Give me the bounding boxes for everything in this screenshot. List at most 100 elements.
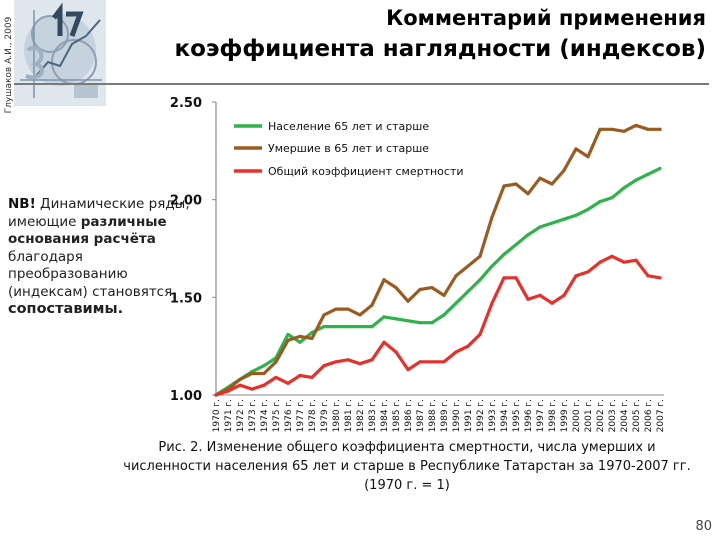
x-tick-label: 1990 г. xyxy=(452,399,462,432)
page-number: 80 xyxy=(695,519,712,534)
data-point-s1 xyxy=(550,221,554,225)
logo-image xyxy=(14,0,106,106)
y-tick-label: 1.00 xyxy=(170,389,202,404)
x-tick-label: 1978 г. xyxy=(308,399,318,432)
data-point-s2 xyxy=(658,127,662,131)
data-point-s3 xyxy=(466,344,470,348)
data-point-s3 xyxy=(346,358,350,362)
y-tick-label: 1.50 xyxy=(170,291,202,306)
x-tick-label: 1971 г. xyxy=(224,399,234,432)
data-point-s3 xyxy=(598,260,602,264)
data-point-s3 xyxy=(298,373,302,378)
x-tick-label: 1979 г. xyxy=(320,399,330,432)
data-point-s3 xyxy=(538,293,542,297)
x-tick-label: 1984 г. xyxy=(380,399,390,432)
data-point-s1 xyxy=(310,330,314,335)
data-point-s3 xyxy=(406,368,410,372)
data-point-s3 xyxy=(250,387,254,391)
data-point-s2 xyxy=(598,127,602,131)
data-point-s2 xyxy=(382,278,386,282)
data-point-s1 xyxy=(334,325,338,329)
data-point-s2 xyxy=(586,155,590,159)
series-line-3 xyxy=(214,254,662,397)
data-point-s1 xyxy=(454,301,458,305)
data-point-s2 xyxy=(634,123,638,128)
data-point-s1 xyxy=(634,178,638,182)
data-point-s1 xyxy=(466,289,470,294)
data-point-s2 xyxy=(538,176,542,180)
y-tick-label: 2.00 xyxy=(170,194,202,209)
data-point-s3 xyxy=(430,360,434,364)
data-point-s1 xyxy=(538,225,542,229)
data-point-s1 xyxy=(514,242,518,247)
data-point-s2 xyxy=(322,313,326,317)
data-point-s1 xyxy=(502,252,506,256)
data-point-s1 xyxy=(490,264,494,268)
x-tick-label: 1975 г. xyxy=(272,399,282,432)
data-point-s1 xyxy=(418,321,422,325)
data-point-s3 xyxy=(286,381,290,385)
data-point-s1 xyxy=(406,319,410,323)
x-tick-label: 2002 г. xyxy=(596,399,606,432)
data-point-s3 xyxy=(370,358,374,362)
data-point-s3 xyxy=(646,274,650,278)
nb-mark: NB! xyxy=(8,196,36,212)
data-point-s2 xyxy=(250,371,254,376)
x-tick-label: 2006 г. xyxy=(644,399,654,432)
legend-label-3: Общий коэффициент смертности xyxy=(268,165,464,178)
data-point-s1 xyxy=(322,325,326,329)
data-point-s2 xyxy=(346,307,350,311)
data-point-s1 xyxy=(478,278,482,282)
data-point-s2 xyxy=(622,129,626,133)
data-point-s1 xyxy=(394,317,398,321)
data-point-s3 xyxy=(514,276,518,280)
x-tick-label: 1980 г. xyxy=(332,399,342,432)
data-point-s3 xyxy=(478,332,482,337)
data-point-s3 xyxy=(622,260,626,264)
data-point-s1 xyxy=(658,166,662,171)
nb-highlight1: различные основания расчёта xyxy=(8,213,167,248)
data-point-s3 xyxy=(490,301,494,305)
data-point-s3 xyxy=(238,383,242,387)
data-point-s2 xyxy=(358,313,362,317)
data-point-s1 xyxy=(382,315,386,319)
data-point-s3 xyxy=(358,362,362,366)
data-point-s2 xyxy=(238,377,242,381)
data-point-s2 xyxy=(298,334,302,338)
x-tick-label: 2000 г. xyxy=(572,399,582,432)
x-tick-label: 1992 г. xyxy=(476,399,486,432)
page-title-line1: Комментарий применения xyxy=(386,6,706,30)
data-point-s1 xyxy=(262,364,266,368)
data-point-s3 xyxy=(262,383,266,387)
data-point-s2 xyxy=(466,264,470,268)
data-point-s3 xyxy=(334,360,338,364)
data-point-s1 xyxy=(622,186,626,190)
data-point-s1 xyxy=(610,196,614,200)
data-point-s2 xyxy=(562,168,566,172)
data-point-s1 xyxy=(562,217,566,221)
legend-label-2: Умершие в 65 лет и старше xyxy=(268,142,429,155)
data-point-s2 xyxy=(526,192,530,196)
data-point-s3 xyxy=(418,360,422,364)
data-point-s3 xyxy=(610,254,614,258)
data-point-s2 xyxy=(334,307,338,311)
data-point-s2 xyxy=(646,127,650,131)
data-point-s1 xyxy=(586,207,590,212)
data-point-s2 xyxy=(406,299,410,303)
data-point-s2 xyxy=(418,287,422,292)
x-tick-label: 1981 г. xyxy=(344,399,354,432)
data-point-s3 xyxy=(634,258,638,262)
series-line-1 xyxy=(214,166,662,397)
data-point-s1 xyxy=(358,325,362,329)
x-tick-label: 2005 г. xyxy=(632,399,642,432)
x-tick-label: 1985 г. xyxy=(392,399,402,432)
data-point-s2 xyxy=(610,127,614,131)
data-point-s3 xyxy=(442,360,446,364)
x-tick-label: 1997 г. xyxy=(536,399,546,432)
x-tick-label: 1974 г. xyxy=(260,399,270,432)
nb-note: NB! Динамические ряды, имеющие различные… xyxy=(8,196,198,319)
figure-caption: Рис. 2. Изменение общего коэффициента см… xyxy=(123,440,691,493)
y-tick-label: 2.50 xyxy=(170,96,202,111)
x-tick-label: 1972 г. xyxy=(236,399,246,432)
data-point-s2 xyxy=(262,371,266,376)
